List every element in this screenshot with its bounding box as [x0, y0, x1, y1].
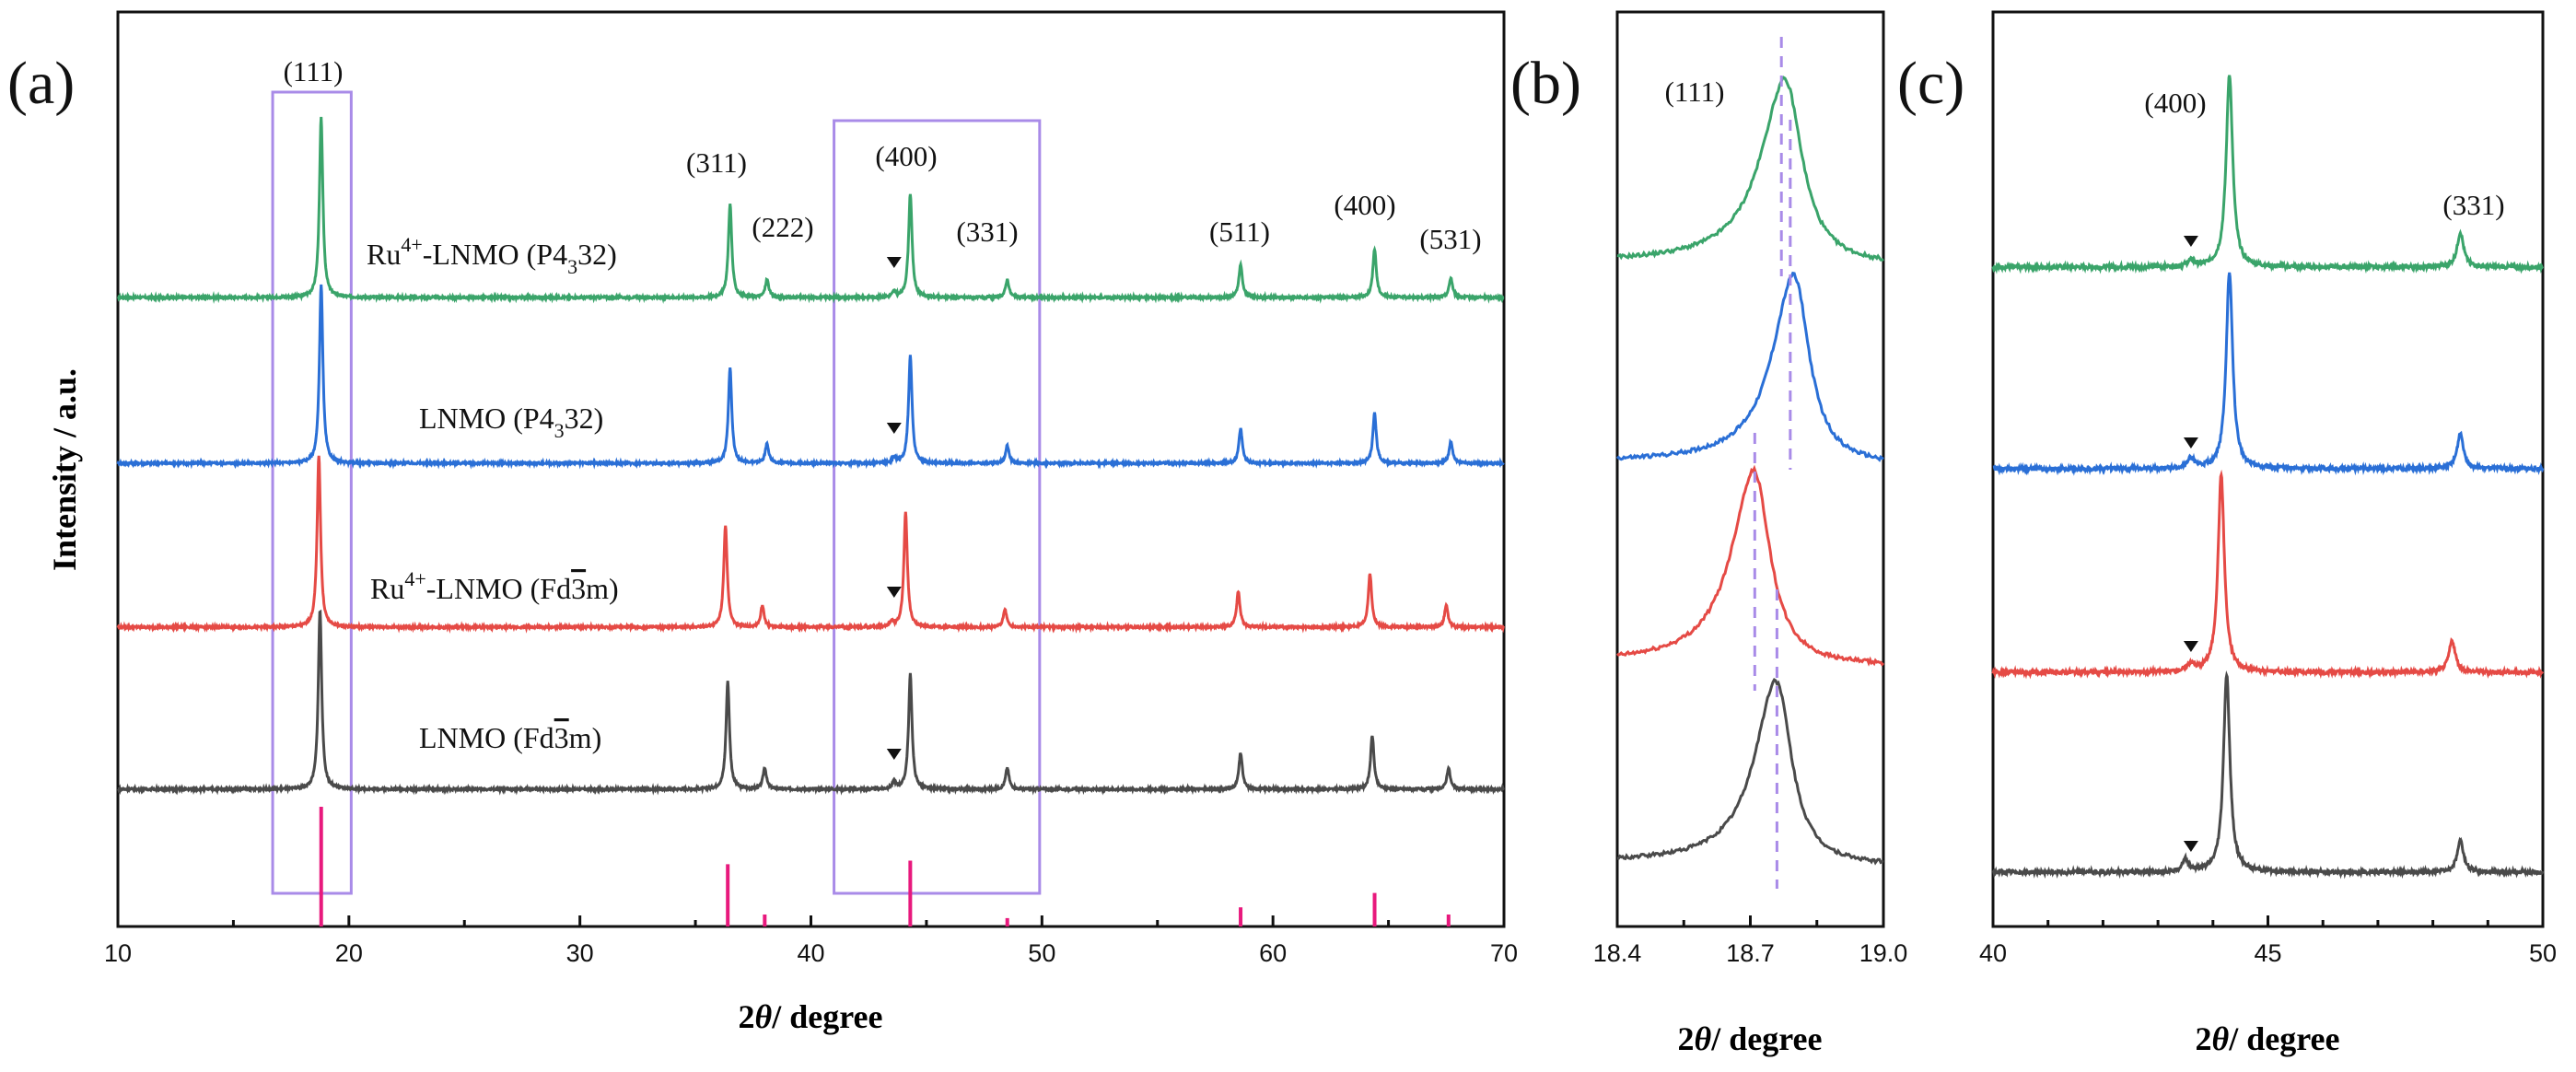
series-label-overline: 3 [554, 721, 569, 754]
pattern-line-3 [117, 609, 1505, 796]
peak-label-0: (400) [2144, 87, 2206, 119]
x-tick-label-0: 10 [104, 939, 132, 967]
series-label-end: m) [586, 572, 619, 605]
panel-b-x-axis-label: 2θ/ degree [1678, 1020, 1823, 1057]
series-label-base: Ru [370, 572, 404, 605]
series-label-base: LNMO (Fd [419, 721, 554, 754]
x-tick-label-2: 19.0 [1859, 939, 1908, 967]
impurity-marker-2 [2183, 641, 2198, 652]
panel-b-frame [1615, 10, 1885, 928]
peak-label-7: (531) [1419, 223, 1481, 255]
peak-label-5: (511) [1209, 216, 1270, 248]
panel-a-x-axis-label-theta: θ [755, 998, 773, 1035]
series-label-sup: 4+ [404, 567, 425, 590]
x-tick-label-0: 40 [1979, 939, 2007, 967]
series-label-mid: -LNMO (P4 [423, 238, 567, 271]
zoom-400-line-0 [1991, 75, 2544, 274]
panel-b-x-axis-label-suffix: / degree [1710, 1020, 1822, 1057]
peak-label-1: (311) [686, 146, 747, 179]
series-label-end: 32) [565, 402, 604, 435]
x-tick-label-4: 50 [1028, 939, 1055, 967]
panel-a-x-axis-label-suffix: / degree [771, 998, 882, 1035]
x-tick-label-1: 45 [2254, 939, 2281, 967]
impurity-marker-3 [886, 749, 902, 760]
panel-c-letter: (c) [1897, 50, 1964, 117]
x-tick-label-1: 18.7 [1726, 939, 1775, 967]
zoom-400-line-3 [1991, 670, 2545, 880]
series-label-sub: 3 [567, 255, 577, 278]
zoom-111-line-1 [1615, 271, 1884, 462]
panel-c-x-axis-label-prefix: 2 [2196, 1020, 2212, 1057]
series-label-0: Ru4+-LNMO (P4332) [367, 233, 617, 278]
peak-label-3: (400) [875, 140, 937, 172]
zoom-400-line-1 [1992, 272, 2545, 476]
highlight-box-1 [271, 90, 353, 895]
x-tick-label-0: 18.4 [1593, 939, 1642, 967]
panel-a-x-axis-label-prefix: 2 [739, 998, 755, 1035]
zoom-111-line-3 [1617, 678, 1884, 866]
panel-b: (b) (111) 18.4 18.7 19.0 2θ/ degree [1510, 10, 1908, 1057]
panel-b-letter: (b) [1510, 50, 1581, 117]
impurity-marker-3 [2183, 841, 2198, 852]
panel-c-x-axis-label-theta: θ [2212, 1020, 2230, 1057]
zoom-400-line-2 [1991, 469, 2545, 680]
peak-label-4: (331) [956, 216, 1018, 248]
series-label-3: LNMO (Fd3m) [419, 721, 601, 754]
peak-label-1: (331) [2442, 189, 2504, 221]
impurity-marker-2 [886, 587, 902, 598]
peak-label-2: (222) [752, 211, 813, 243]
panel-c-x-axis-label: 2θ/ degree [2196, 1020, 2340, 1057]
x-tick-label-3: 40 [797, 939, 824, 967]
x-tick-label-1: 20 [335, 939, 363, 967]
impurity-marker-1 [886, 423, 902, 434]
x-tick-label-6: 70 [1490, 939, 1518, 967]
x-tick-label-2: 50 [2529, 939, 2557, 967]
panel-a-y-axis-label: Intensity / a.u. [46, 368, 83, 571]
highlight-box-2 [833, 119, 1042, 895]
series-label-sup: 4+ [401, 233, 422, 256]
zoom-111-line-2 [1615, 464, 1885, 667]
impurity-marker-0 [2183, 236, 2198, 247]
peak-label-0: (111) [284, 55, 344, 87]
series-label-2: Ru4+-LNMO (Fd3m) [370, 567, 619, 605]
panel-a-x-axis-label: 2θ/ degree [739, 998, 883, 1035]
series-label-base: Ru [367, 238, 401, 271]
panel-a-letter: (a) [7, 50, 75, 117]
x-tick-label-2: 30 [566, 939, 594, 967]
peak-label-111: (111) [1665, 76, 1725, 108]
panel-c: (c) (400) (331) 40 45 50 2θ/ degree [1897, 10, 2557, 1057]
series-label-mid: -LNMO (Fd [426, 572, 571, 605]
pattern-line-2 [116, 455, 1505, 634]
series-label-overline: 3 [571, 572, 586, 605]
series-label-end: 32) [577, 238, 617, 271]
panel-c-x-axis-label-suffix: / degree [2228, 1020, 2339, 1057]
panel-a: (a) Intensity / a.u. Ru4+-LNMO (P4332)LN… [7, 10, 1518, 1035]
pattern-line-1 [116, 284, 1505, 470]
zoom-111-line-0 [1616, 76, 1884, 262]
impurity-marker-1 [2183, 437, 2198, 449]
series-label-1: LNMO (P4332) [419, 402, 603, 442]
panel-b-x-axis-label-theta: θ [1695, 1020, 1712, 1057]
peak-label-6: (400) [1334, 189, 1395, 221]
panel-b-x-axis-label-prefix: 2 [1678, 1020, 1695, 1057]
series-label-end: m) [569, 721, 602, 754]
series-label-sub: 3 [554, 419, 565, 442]
series-label-base: LNMO (P4 [419, 402, 554, 435]
impurity-marker-0 [886, 257, 902, 268]
pattern-line-0 [117, 116, 1505, 304]
x-tick-label-5: 60 [1259, 939, 1287, 967]
